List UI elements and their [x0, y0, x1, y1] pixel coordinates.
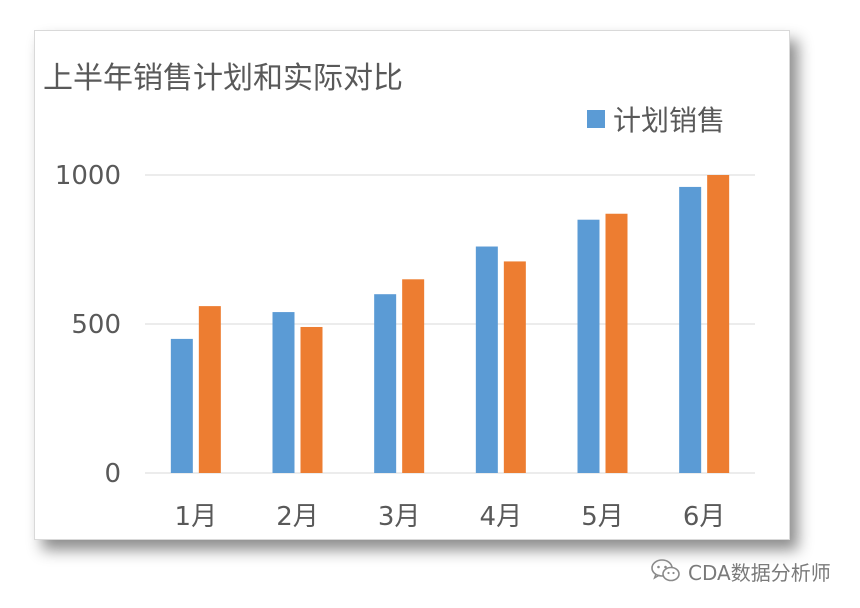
y-tick-label: 0	[104, 459, 121, 489]
bar-plan	[577, 219, 600, 473]
x-tick-label: 4月	[480, 502, 523, 532]
bar-plot: 0 500 1000 1月 2月 3月 4月 5月 6月	[55, 161, 755, 532]
bar-actual	[198, 306, 221, 473]
x-tick-label: 5月	[581, 502, 624, 532]
watermark: CDA数据分析师	[650, 556, 831, 586]
legend-swatch-plan	[587, 110, 605, 128]
x-tick-label: 6月	[683, 502, 726, 532]
bar-actual	[707, 175, 730, 473]
watermark-text: CDA数据分析师	[688, 560, 831, 585]
chart-card: 上半年销售计划和实际对比 计划销售 0 500 1000 1月 2月 3月 4月 5月 6月	[34, 30, 790, 540]
chart-title: 上半年销售计划和实际对比	[43, 61, 403, 96]
bar-plan	[475, 246, 498, 473]
bar-actual	[605, 213, 628, 474]
bar-plan	[374, 294, 397, 473]
bar-plan	[170, 338, 193, 473]
legend: 计划销售	[587, 101, 725, 137]
x-tick-label: 1月	[175, 502, 218, 532]
y-tick-label: 500	[71, 310, 121, 340]
bar-actual	[300, 326, 323, 473]
bar-plan	[679, 186, 702, 474]
x-tick-label: 3月	[378, 502, 421, 532]
y-tick-label: 1000	[55, 161, 121, 191]
bar-plan	[272, 312, 295, 473]
legend-label-plan: 计划销售	[613, 104, 726, 137]
x-tick-label: 2月	[276, 502, 319, 532]
bar-actual	[402, 279, 425, 473]
bar-actual	[503, 261, 526, 473]
wechat-icon	[651, 559, 680, 582]
